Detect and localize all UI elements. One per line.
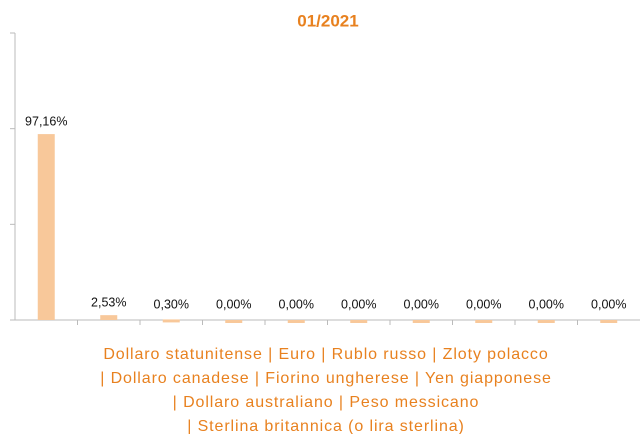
bar: [537, 320, 555, 323]
chart-title: 01/2021: [297, 11, 358, 30]
value-label: 0,30%: [154, 297, 189, 311]
value-label: 0,00%: [216, 297, 251, 311]
bar: [287, 320, 305, 323]
value-label: 0,00%: [591, 297, 626, 311]
x-axis-label: | Dollaro australiano | Peso messicano: [173, 394, 480, 411]
value-label: 0,00%: [279, 297, 314, 311]
x-axis-label: Dollaro statunitense | Euro | Rublo russ…: [103, 346, 548, 363]
bar: [100, 315, 118, 320]
bar: [600, 320, 618, 323]
bar: [350, 320, 368, 323]
bar: [412, 320, 430, 323]
value-label: 0,00%: [341, 297, 376, 311]
value-label: 2,53%: [91, 295, 126, 309]
bar: [37, 134, 55, 320]
x-axis-label: | Dollaro canadese | Fiorino ungherese |…: [100, 370, 552, 387]
value-label: 0,00%: [529, 297, 564, 311]
bar: [162, 319, 180, 323]
value-label: 97,16%: [25, 114, 67, 128]
value-label: 0,00%: [466, 297, 501, 311]
x-axis-label: | Sterlina britannica (o lira sterlina): [187, 418, 465, 434]
bar: [475, 320, 493, 323]
value-label: 0,00%: [404, 297, 439, 311]
bar: [225, 320, 243, 323]
